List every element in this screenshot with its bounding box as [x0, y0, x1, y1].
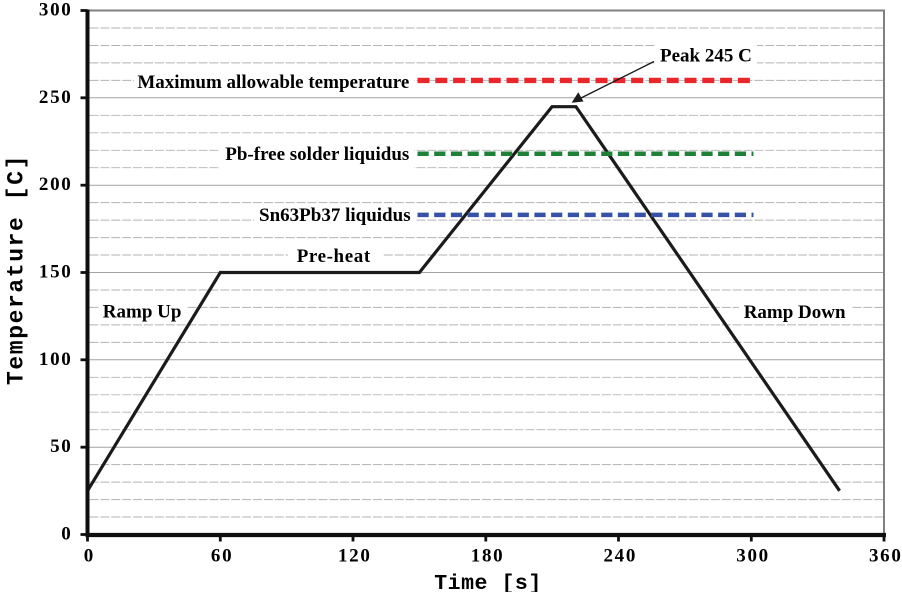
svg-text:Peak 245 C: Peak 245 C	[660, 46, 752, 67]
svg-text:Sn63Pb37 liquidus: Sn63Pb37 liquidus	[259, 205, 411, 226]
svg-text:250: 250	[39, 87, 73, 108]
svg-text:100: 100	[39, 349, 73, 370]
svg-text:150: 150	[39, 262, 73, 283]
svg-text:180: 180	[471, 546, 505, 567]
svg-text:120: 120	[338, 546, 372, 567]
svg-text:Maximum allowable temperature: Maximum allowable temperature	[137, 72, 409, 93]
svg-text:Ramp Up: Ramp Up	[103, 301, 182, 322]
svg-text:50: 50	[50, 436, 72, 457]
svg-text:Ramp Down: Ramp Down	[744, 302, 846, 323]
svg-text:0: 0	[61, 524, 72, 545]
svg-text:Pb-free solder liquidus: Pb-free solder liquidus	[225, 144, 409, 165]
svg-text:360: 360	[869, 546, 902, 567]
svg-text:300: 300	[39, 0, 73, 21]
svg-text:Time [s]: Time [s]	[434, 572, 542, 592]
svg-text:300: 300	[736, 546, 770, 567]
svg-text:240: 240	[603, 546, 637, 567]
svg-text:200: 200	[39, 174, 73, 195]
svg-text:Temperature [C]: Temperature [C]	[4, 154, 30, 385]
svg-text:0: 0	[84, 546, 95, 567]
svg-text:Pre-heat: Pre-heat	[297, 246, 371, 267]
svg-text:60: 60	[211, 546, 233, 567]
